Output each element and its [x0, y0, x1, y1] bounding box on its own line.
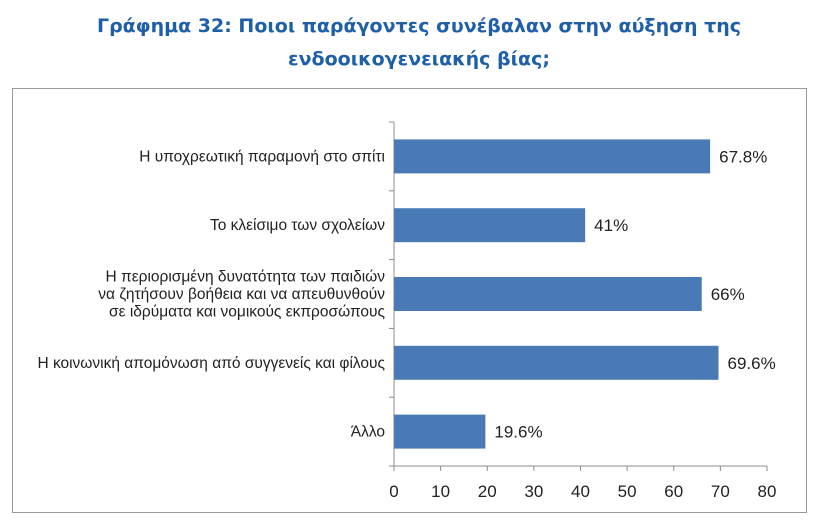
- x-tick-label: 60: [664, 482, 683, 501]
- chart-frame: [12, 88, 807, 513]
- bar: [394, 414, 486, 449]
- category-label: σε ιδρύματα και νομικούς εκπροσώπους: [109, 304, 385, 321]
- category-label: Η κοινωνική απομόνωση από συγγενείς και …: [37, 355, 385, 372]
- chart-title-line-1: Γράφημα 32: Ποιοι παράγοντες συνέβαλαν σ…: [96, 15, 742, 37]
- x-tick-label: 0: [389, 482, 398, 501]
- x-tick-label: 30: [524, 482, 543, 501]
- category-label: Η υποχρεωτική παραμονή στο σπίτι: [139, 148, 385, 165]
- bar: [394, 345, 719, 380]
- category-label: Το κλείσιμο των σχολείων: [210, 217, 385, 234]
- bar: [394, 208, 586, 243]
- category-label: Η περιορισμένη δυνατότητα των παιδιών: [106, 269, 386, 286]
- data-label: 41%: [594, 216, 628, 235]
- chart-title: Γράφημα 32: Ποιοι παράγοντες συνέβαλαν σ…: [0, 10, 838, 76]
- chart-title-line-2: ενδοοικογενειακής βίας;: [288, 48, 550, 70]
- data-label: 69.6%: [728, 354, 776, 373]
- data-label: 67.8%: [719, 147, 767, 166]
- data-label: 19.6%: [494, 423, 542, 442]
- x-tick-label: 70: [711, 482, 730, 501]
- category-label: να ζητήσουν βοήθεια και να απευθυνθούν: [98, 286, 385, 303]
- category-label: Άλλο: [351, 424, 385, 441]
- bar: [394, 277, 702, 311]
- bar: [394, 139, 711, 174]
- x-tick-label: 40: [571, 482, 590, 501]
- x-tick-label: 50: [618, 482, 637, 501]
- x-tick-label: 20: [478, 482, 497, 501]
- x-tick-label: 10: [431, 482, 450, 501]
- data-label: 66%: [711, 285, 745, 304]
- x-tick-label: 80: [758, 482, 777, 501]
